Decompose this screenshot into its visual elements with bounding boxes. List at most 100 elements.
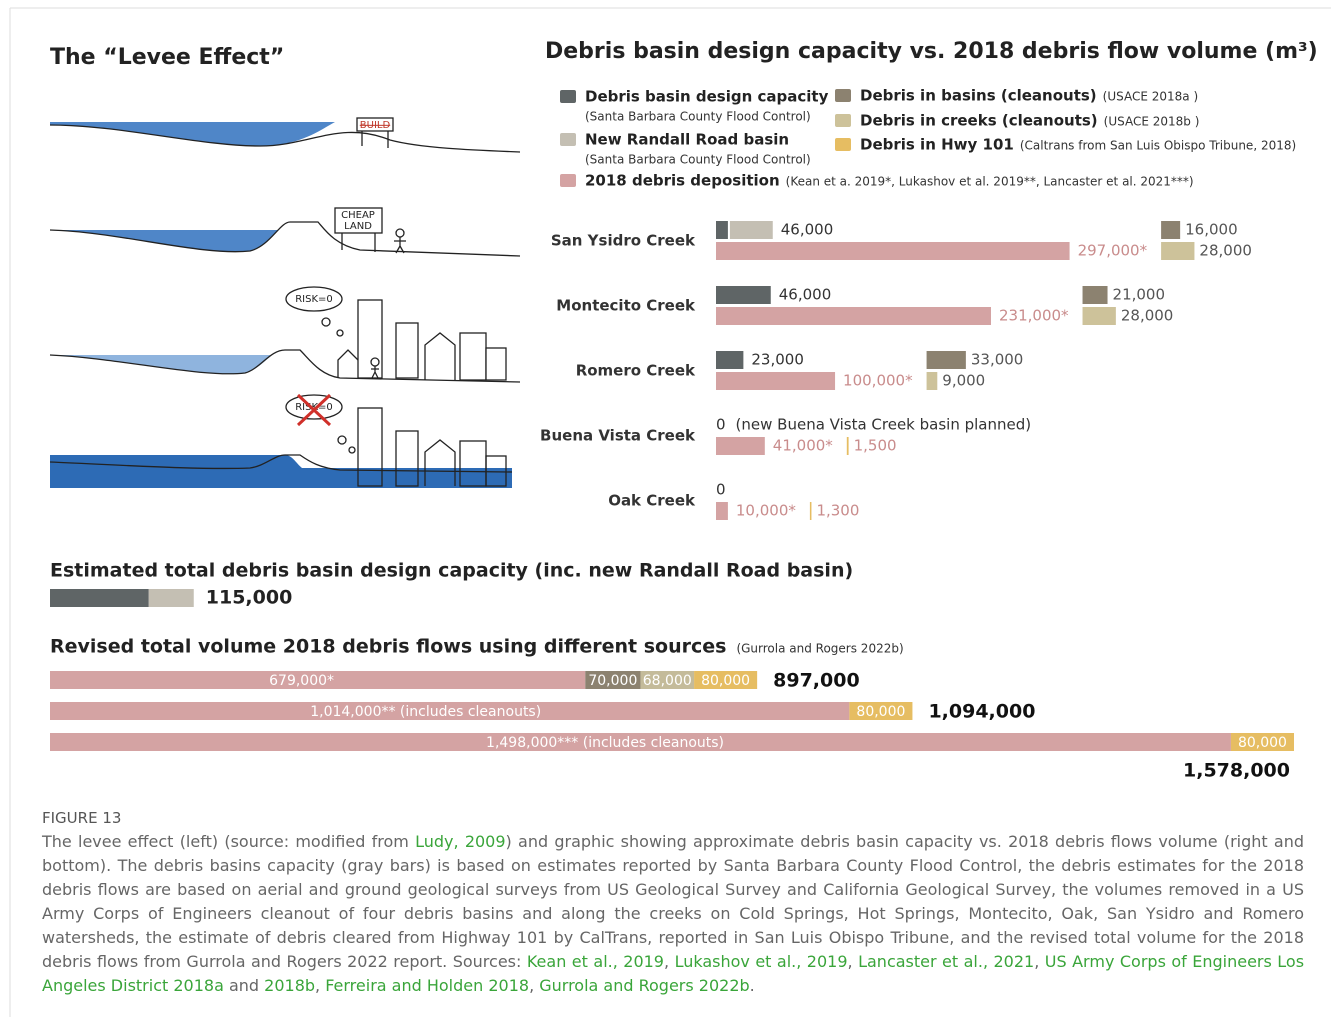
capacity-note: (new Buena Vista Creek basin planned) bbox=[736, 416, 1032, 434]
caption-text: , bbox=[1034, 952, 1045, 971]
revised-total: 1,094,000 bbox=[928, 701, 1035, 723]
legend-label: 2018 debris deposition bbox=[585, 172, 780, 190]
capacity-bar bbox=[716, 221, 728, 239]
citation-link[interactable]: Kean et al., 2019 bbox=[526, 952, 664, 971]
caption-text: , bbox=[315, 976, 326, 995]
caption-text: and bbox=[223, 976, 265, 995]
basins-label: 16,000 bbox=[1185, 221, 1238, 239]
legend-swatch bbox=[835, 138, 851, 151]
legend-swatch bbox=[560, 90, 576, 103]
capacity-bar bbox=[729, 221, 773, 239]
citation-link[interactable]: 2018b bbox=[264, 976, 316, 995]
deposition-bar bbox=[716, 372, 836, 390]
revised-bar-label: 70,000 bbox=[588, 673, 637, 689]
legend-label: Debris in basins (cleanouts) bbox=[860, 87, 1097, 105]
levee-drawing: BUILD CHEAP LAND RISK=0 RISK=0 bbox=[49, 117, 521, 488]
basins-bar bbox=[1082, 286, 1108, 304]
basins-bar bbox=[1161, 221, 1181, 239]
revised-bar bbox=[694, 671, 758, 689]
legend-label: Debris in creeks (cleanouts) bbox=[860, 112, 1098, 130]
capacity-total-bar bbox=[50, 589, 149, 607]
revised-bar bbox=[50, 702, 850, 720]
basins-label: 33,000 bbox=[971, 351, 1024, 369]
citation-link[interactable]: Gurrola and Rogers 2022b bbox=[539, 976, 750, 995]
capacity-total-label: 115,000 bbox=[206, 587, 293, 609]
deposition-label: 10,000* bbox=[736, 502, 796, 520]
basins-bar bbox=[926, 351, 966, 369]
bubble-text: RISK=0 bbox=[295, 402, 333, 413]
capacity-bar bbox=[716, 351, 744, 369]
citation-link[interactable]: Ludy, 2009 bbox=[415, 832, 506, 851]
legend-source: (USACE 2018a ) bbox=[1103, 90, 1198, 104]
creeks-label: 28,000 bbox=[1199, 242, 1252, 260]
citation-link[interactable]: Ferreira and Holden 2018 bbox=[325, 976, 530, 995]
creek-name: San Ysidro Creek bbox=[551, 232, 696, 250]
legend-swatch bbox=[560, 174, 576, 187]
deposition-label: 297,000* bbox=[1078, 242, 1148, 260]
revised-source: (Gurrola and Rogers 2022b) bbox=[736, 642, 903, 656]
creek-name: Buena Vista Creek bbox=[540, 427, 696, 445]
revised-bar-label: 80,000 bbox=[856, 704, 905, 720]
creeks-bar bbox=[1082, 307, 1116, 325]
capacity-total-title: Estimated total debris basin design capa… bbox=[50, 560, 853, 582]
caption-text: , bbox=[664, 952, 675, 971]
deposition-bar bbox=[716, 437, 765, 455]
legend-swatch bbox=[560, 133, 576, 146]
revised-bar-label: 80,000 bbox=[1238, 735, 1287, 751]
revised-total: 897,000 bbox=[773, 670, 860, 692]
citation-link[interactable]: Lukashov et al., 2019 bbox=[674, 952, 848, 971]
legend-label: Debris in Hwy 101 bbox=[860, 136, 1014, 154]
basins-label: 21,000 bbox=[1113, 286, 1166, 304]
capacity-label: 23,000 bbox=[751, 351, 804, 369]
sign-text: LAND bbox=[344, 221, 372, 232]
revised-title: Revised total volume 2018 debris flows u… bbox=[50, 636, 726, 658]
revised-bar bbox=[585, 671, 641, 689]
revised-bar-label: 1,498,000*** (includes cleanouts) bbox=[486, 735, 724, 751]
citation-link[interactable]: Lancaster et al., 2021 bbox=[858, 952, 1035, 971]
caption-text: The levee effect (left) (source: modifie… bbox=[42, 832, 416, 851]
levee-title: The “Levee Effect” bbox=[50, 45, 284, 70]
deposition-label: 41,000* bbox=[773, 437, 833, 455]
legend-source: (Kean et a. 2019*, Lukashov et al. 2019*… bbox=[786, 175, 1194, 189]
revised-bar-label: 80,000 bbox=[701, 673, 750, 689]
revised-bar-label: 1,014,000** (includes cleanouts) bbox=[310, 704, 541, 720]
hwy-bar bbox=[809, 502, 812, 520]
creek-name: Oak Creek bbox=[608, 492, 696, 510]
creeks-label: 9,000 bbox=[942, 372, 985, 390]
revised-bar bbox=[849, 702, 913, 720]
capacity-label: 46,000 bbox=[779, 286, 832, 304]
creeks-label: 28,000 bbox=[1121, 307, 1174, 325]
legend-source: (Caltrans from San Luis Obispo Tribune, … bbox=[1020, 139, 1296, 153]
revised-total: 1,578,000 bbox=[1183, 760, 1290, 782]
caption-text: , bbox=[529, 976, 540, 995]
caption-text: . bbox=[749, 976, 755, 995]
legend-swatch bbox=[835, 89, 851, 102]
legend-source: (Santa Barbara County Flood Control) bbox=[585, 153, 811, 167]
creeks-bar bbox=[926, 372, 938, 390]
revised-bar-label: 679,000* bbox=[269, 673, 334, 689]
revised-bar bbox=[640, 671, 695, 689]
creeks-bar bbox=[1161, 242, 1195, 260]
deposition-label: 231,000* bbox=[999, 307, 1069, 325]
deposition-bar bbox=[716, 242, 1070, 260]
capacity-total-bar bbox=[148, 589, 194, 607]
capacity-label: 0 bbox=[716, 481, 726, 499]
hwy-bar bbox=[846, 437, 849, 455]
hwy-label: 1,500 bbox=[854, 437, 897, 455]
sign-text: BUILD bbox=[360, 120, 391, 131]
hwy-label: 1,300 bbox=[816, 502, 859, 520]
legend-label: Debris basin design capacity bbox=[585, 88, 829, 106]
chart-title: Debris basin design capacity vs. 2018 de… bbox=[545, 39, 1318, 64]
citation-link[interactable]: US Army Corps of Engineers Los Angeles D… bbox=[42, 952, 1305, 995]
capacity-label: 46,000 bbox=[781, 221, 834, 239]
legend-source: (Santa Barbara County Flood Control) bbox=[585, 110, 811, 124]
revised-bar bbox=[50, 671, 586, 689]
creek-name: Romero Creek bbox=[576, 362, 696, 380]
revised-bar bbox=[1230, 733, 1294, 751]
capacity-label: 0 bbox=[716, 416, 726, 434]
deposition-bar bbox=[716, 502, 728, 520]
revised-bar-label: 68,000 bbox=[643, 673, 692, 689]
bubble-text: RISK=0 bbox=[295, 294, 333, 305]
